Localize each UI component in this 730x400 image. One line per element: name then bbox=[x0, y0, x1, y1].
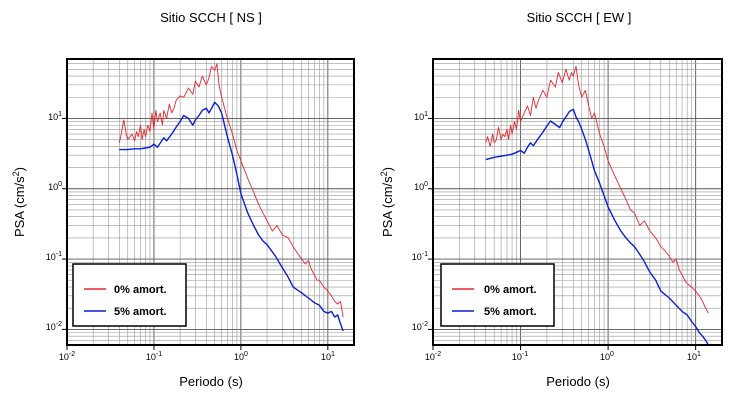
x-tick-label: 10-1 bbox=[146, 351, 162, 362]
y-axis-label: PSA (cm/s2) bbox=[11, 167, 27, 237]
series-line-damped bbox=[485, 108, 710, 346]
y-tick-label: 100 bbox=[414, 181, 428, 192]
x-axis-label: Periodo (s) bbox=[546, 374, 610, 389]
chart-title: Sitio SCCH [ NS ] bbox=[160, 10, 262, 25]
chart-title: Sitio SCCH [ EW ] bbox=[527, 10, 632, 25]
chart-panel-ew: Sitio SCCH [ EW ] 10-2 10-1 100 101 10-2… bbox=[379, 10, 723, 389]
y-tick-label: 10-2 bbox=[412, 321, 428, 332]
legend-label: 5% amort. bbox=[484, 306, 537, 318]
series-layer bbox=[485, 65, 710, 346]
x-tick-labels: 10-2 10-1 100 101 bbox=[425, 351, 701, 362]
y-tick-label: 101 bbox=[48, 111, 62, 122]
x-tick-label: 10-2 bbox=[59, 351, 75, 362]
plot-frame bbox=[432, 58, 723, 346]
series-line-damped bbox=[119, 101, 344, 332]
tick-marks bbox=[62, 117, 329, 350]
y-tick-label: 10-1 bbox=[412, 251, 428, 262]
y-axis-label: PSA (cm/s2) bbox=[379, 167, 395, 237]
legend-label: 0% amort. bbox=[114, 284, 167, 296]
y-tick-label: 101 bbox=[414, 111, 428, 122]
tick-marks bbox=[428, 117, 697, 350]
chart-panel-ns: Sitio SCCH [ NS ] 10-2 10-1 100 101 10-2… bbox=[11, 10, 355, 389]
y-tick-labels: 10-2 10-1 100 101 bbox=[412, 111, 428, 332]
x-tick-label: 100 bbox=[234, 351, 248, 362]
x-tick-label: 10-2 bbox=[425, 351, 441, 362]
x-tick-label: 100 bbox=[600, 351, 614, 362]
series-line-undamped bbox=[118, 63, 344, 318]
legend: 0% amort. 5% amort. bbox=[440, 263, 555, 327]
x-axis-label: Periodo (s) bbox=[179, 374, 243, 389]
x-tick-labels: 10-2 10-1 100 101 bbox=[59, 351, 335, 362]
legend-label: 5% amort. bbox=[114, 306, 167, 318]
y-tick-label: 100 bbox=[48, 181, 62, 192]
legend-box bbox=[440, 263, 555, 327]
y-tick-label: 10-2 bbox=[46, 321, 62, 332]
x-tick-label: 101 bbox=[321, 351, 335, 362]
series-line-undamped bbox=[485, 65, 709, 314]
x-tick-label: 101 bbox=[687, 351, 701, 362]
plot-frame bbox=[66, 58, 355, 346]
legend-box bbox=[72, 263, 187, 327]
y-tick-labels: 10-2 10-1 100 101 bbox=[46, 111, 62, 332]
legend-label: 0% amort. bbox=[484, 284, 537, 296]
legend: 0% amort. 5% amort. bbox=[72, 263, 187, 327]
y-tick-label: 10-1 bbox=[46, 251, 62, 262]
series-layer bbox=[118, 63, 344, 332]
x-tick-label: 10-1 bbox=[512, 351, 528, 362]
